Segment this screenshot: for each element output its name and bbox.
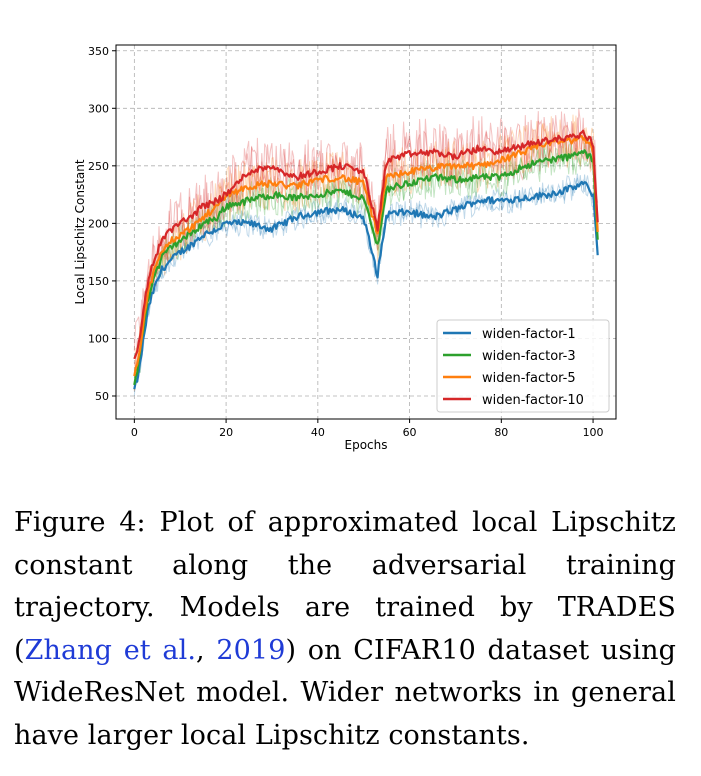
legend-label: widen-factor-10 [482,393,584,408]
y-tick-label: 100 [88,332,109,345]
x-tick-label: 20 [219,426,233,439]
caption-suffix: ) on CIFAR10 dataset using WideResNet mo… [14,634,676,751]
x-axis-title: Epochs [345,438,388,452]
series-line-widen-factor-3 [133,149,599,386]
y-tick-label: 350 [88,45,109,58]
x-axis-ticks: 0 20 40 60 80 100 [131,419,604,439]
series-noise-trace [133,173,599,396]
y-tick-label: 300 [88,102,109,115]
x-tick-label: 80 [494,426,508,439]
legend-label: widen-factor-3 [482,349,576,364]
x-tick-label: 0 [131,426,138,439]
series-noise-trace [134,140,599,378]
x-tick-label: 100 [583,426,604,439]
figure-caption: Figure 4: Plot of approximated local Lip… [14,502,676,757]
series-lines [133,129,599,390]
x-tick-label: 60 [403,426,417,439]
citation-year-link[interactable]: 2019 [216,634,286,666]
lipschitz-chart: 0 20 40 60 80 100 50 100 150 200 250 300 350 Epochs… [73,44,617,452]
x-tick-label: 40 [311,426,325,439]
y-tick-label: 200 [88,217,109,230]
legend-label: widen-factor-1 [482,327,576,342]
y-tick-label: 50 [95,390,109,403]
caption-prefix: Figure 4: Plot of approximated local Lip… [14,507,676,666]
citation-author-link[interactable]: Zhang et al. [24,634,197,666]
legend: widen-factor-1 widen-factor-3 widen-factor… [436,319,610,413]
series-noise-trace [133,114,599,391]
legend-label: widen-factor-5 [482,371,576,386]
citation-separator: , [196,634,217,666]
y-tick-label: 250 [88,160,109,173]
legend-box [436,319,610,413]
plot-frame [115,44,617,420]
y-axis-title: Local Lipschitz Constant [73,159,87,304]
y-tick-label: 150 [88,275,109,288]
series-line-widen-factor-10 [133,129,599,360]
y-axis-ticks: 50 100 150 200 250 300 350 [88,45,116,403]
series-line-widen-factor-5 [133,135,599,377]
series-line-widen-factor-1 [133,180,599,390]
